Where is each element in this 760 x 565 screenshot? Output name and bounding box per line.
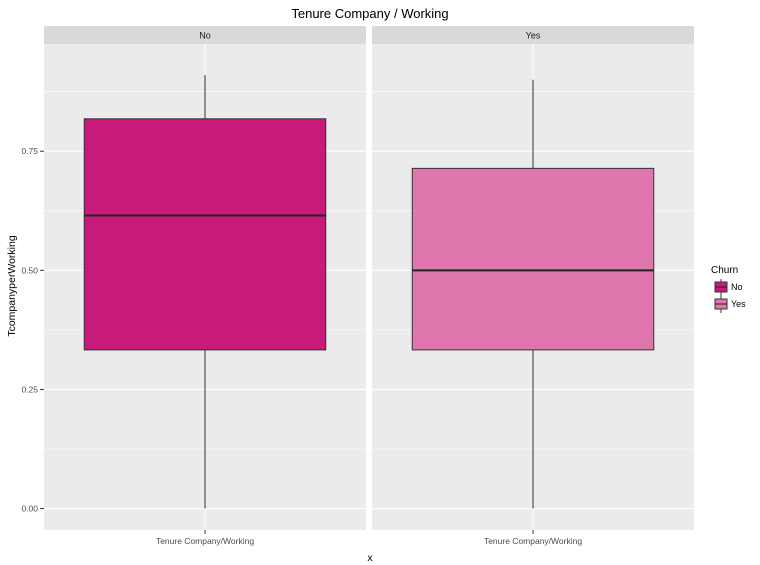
x-tick-label: Tenure Company/Working (484, 536, 582, 546)
legend-item-no: No (714, 279, 743, 296)
x-axis-title: x (367, 552, 373, 564)
legend-item-yes: Yes (714, 296, 746, 313)
chart-title: Tenure Company / Working (291, 6, 448, 21)
legend-label: No (731, 282, 743, 292)
facet-strip-label: Yes (526, 31, 541, 41)
y-tick-label: 0.00 (21, 504, 38, 514)
box (411, 167, 655, 351)
y-axis-title: TcompanyperWorking (6, 235, 18, 337)
facet-panel-yes: Yes Tenure Company/Working (372, 26, 694, 546)
legend: Churn No Yes (711, 265, 746, 313)
y-axis: 0.00 0.25 0.50 0.75 (21, 146, 44, 514)
y-tick-label: 0.75 (21, 146, 38, 156)
facet-strip (44, 26, 366, 44)
facet-strip-label: No (199, 31, 211, 41)
box (83, 118, 327, 351)
facet-strip (372, 26, 694, 44)
legend-items: No Yes (714, 279, 746, 313)
y-tick-label: 0.25 (21, 384, 38, 394)
facet-panels: No Tenure Company/Working Yes Tenure Compan… (44, 26, 694, 546)
legend-label: Yes (731, 299, 746, 309)
legend-title: Churn (711, 265, 738, 276)
x-tick-label: Tenure Company/Working (156, 536, 254, 546)
y-tick-label: 0.50 (21, 265, 38, 275)
facet-panel-no: No Tenure Company/Working (44, 26, 366, 546)
